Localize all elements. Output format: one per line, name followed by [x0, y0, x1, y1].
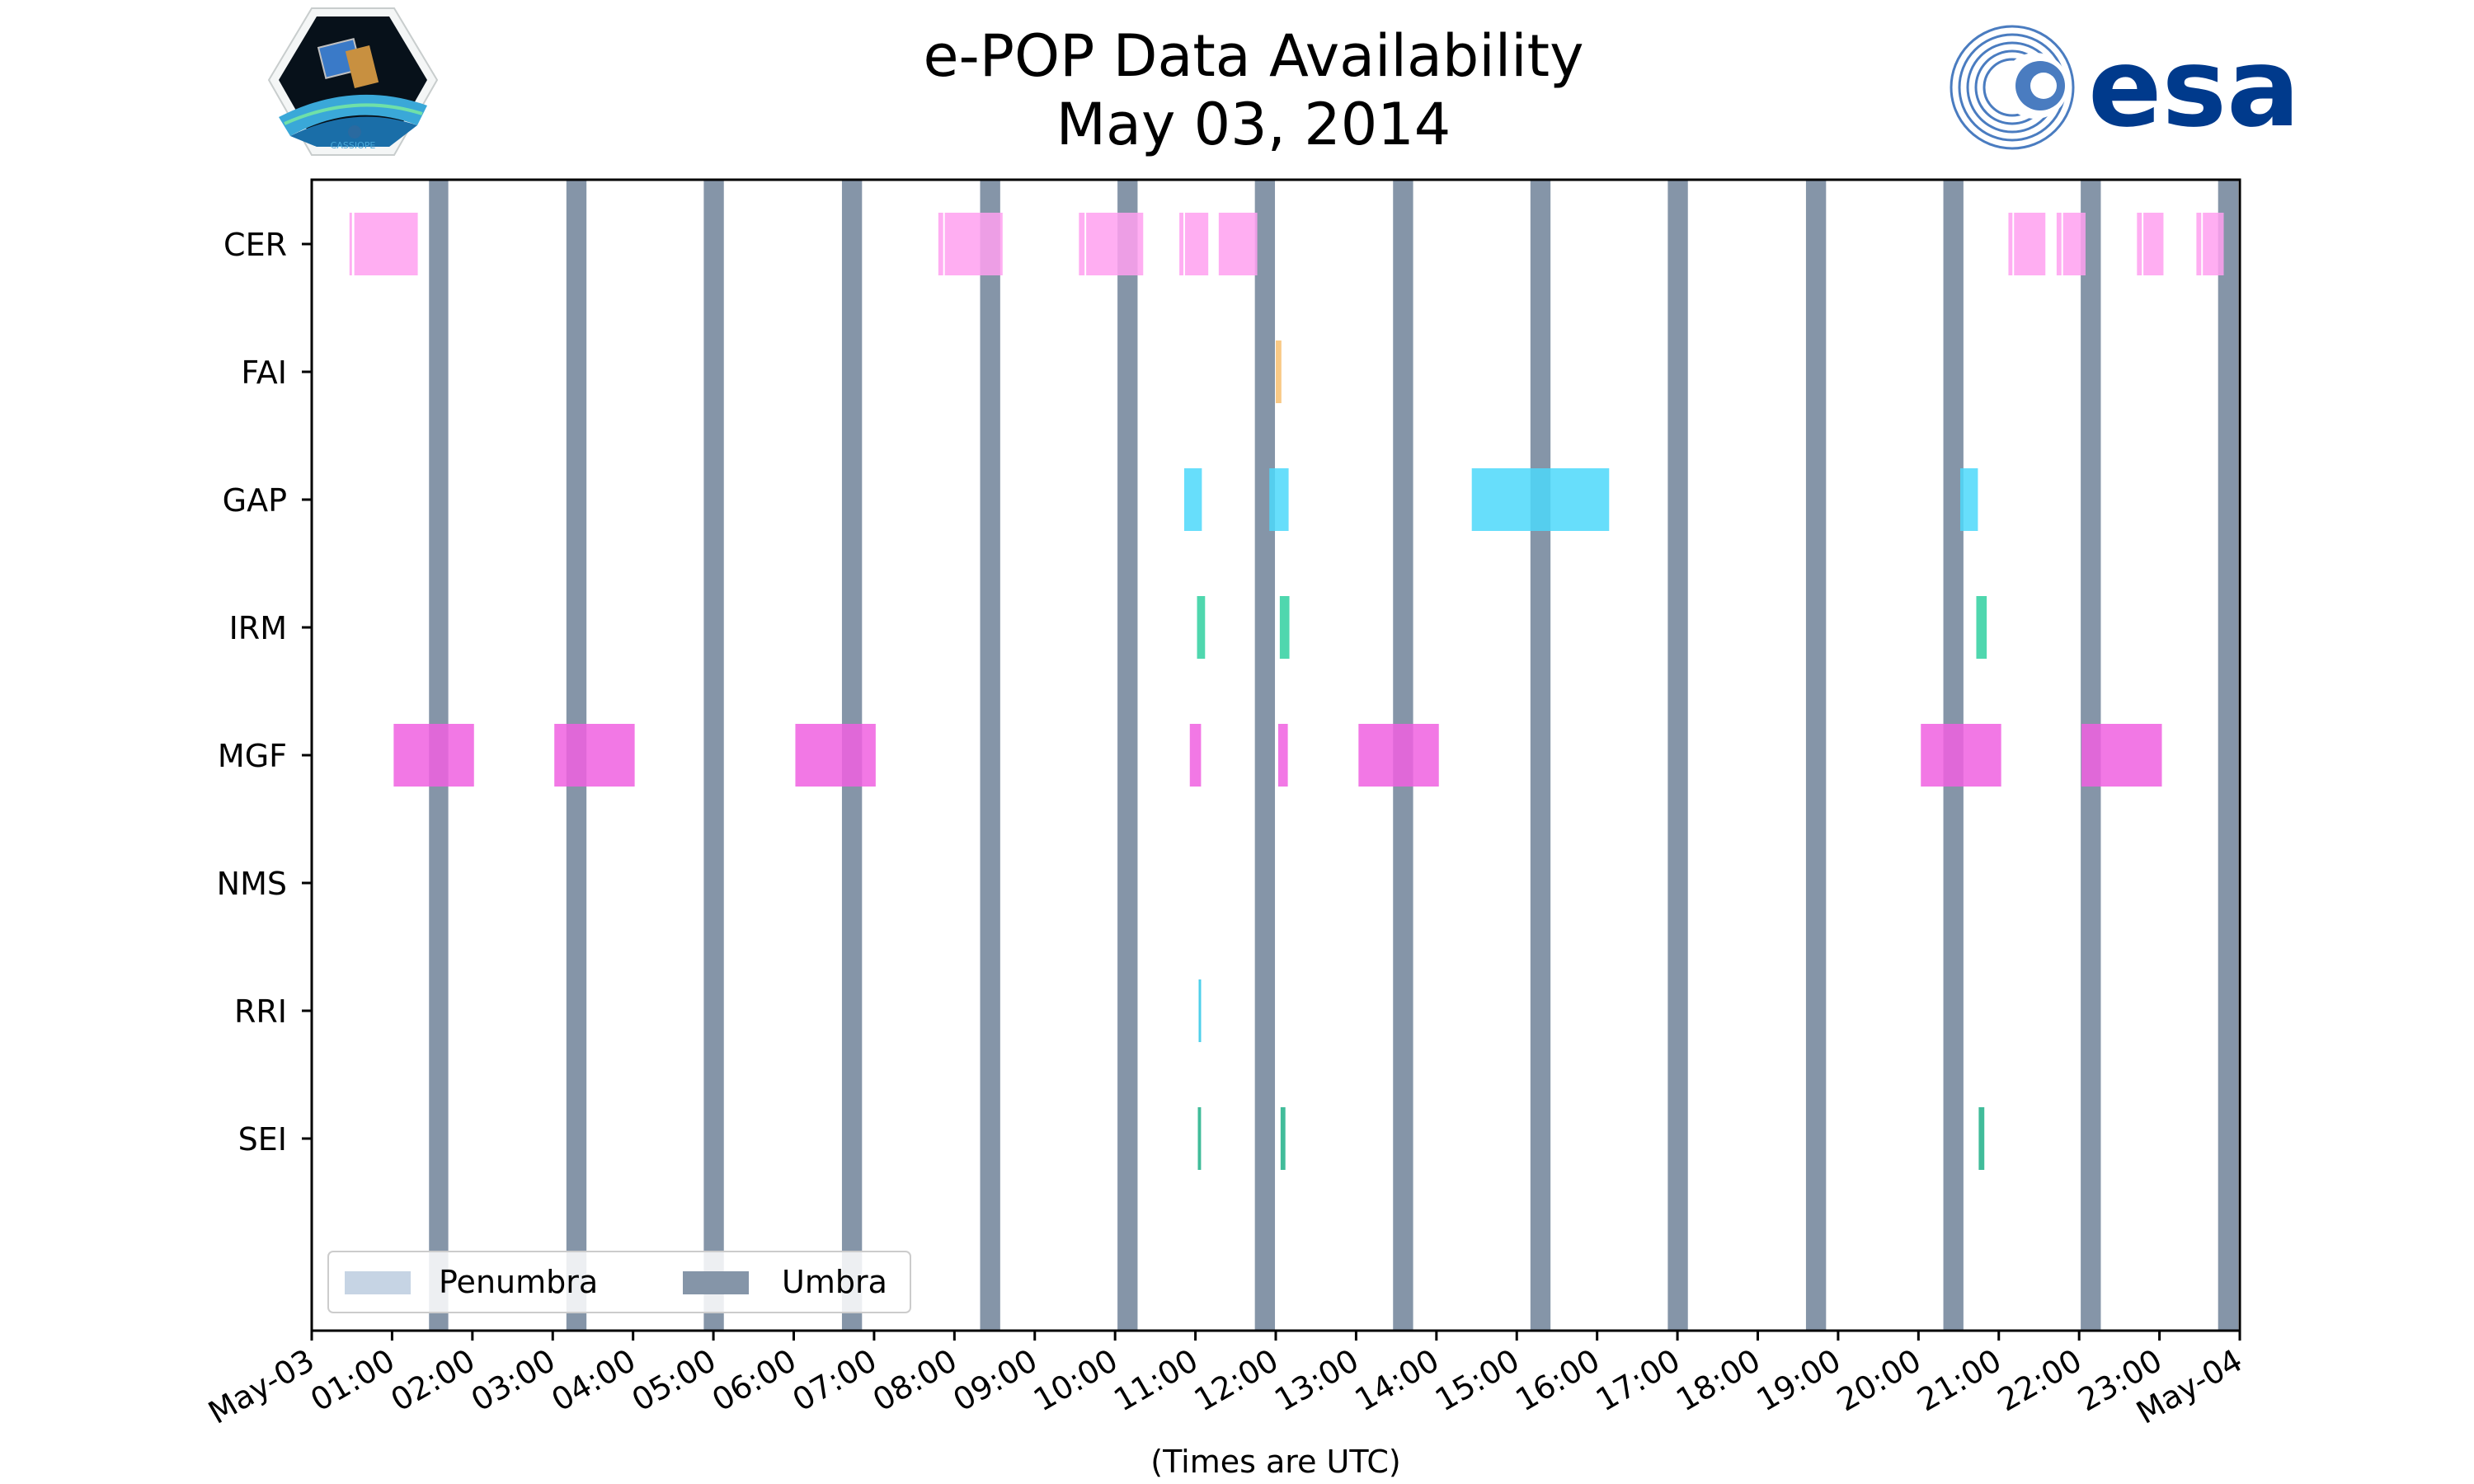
- segment-cer-5: [1086, 213, 1144, 275]
- x-tick-label-15: 15:00: [1429, 1342, 1526, 1419]
- umbra-band-5: [1117, 180, 1138, 1331]
- segment-cer-11: [2056, 213, 2062, 275]
- x-tick-label-8: 08:00: [867, 1342, 963, 1419]
- chart-title-line-2: May 03, 2014: [1056, 91, 1451, 158]
- legend-label-umbra: Umbra: [782, 1264, 887, 1300]
- x-axis-label: (Times are UTC): [1150, 1444, 1400, 1480]
- segment-cer-16: [2203, 213, 2224, 275]
- segment-sei-0: [1197, 1107, 1202, 1170]
- x-tick-label-6: 06:00: [706, 1342, 802, 1419]
- y-tick-label-sei: SEI: [238, 1121, 287, 1158]
- x-tick-label-10: 10:00: [1028, 1342, 1124, 1419]
- segment-gap-3: [1959, 468, 1978, 531]
- y-axis: CER FAI GAP IRM MGF NMS RRI SEI: [217, 227, 312, 1158]
- segment-cer-0: [349, 213, 352, 275]
- segment-gap-2: [1471, 468, 1610, 531]
- x-tick-label-22: 22:00: [1992, 1342, 2088, 1419]
- segment-rri-0: [1198, 979, 1202, 1042]
- umbra-band-13: [2218, 180, 2239, 1331]
- y-tick-label-cer: CER: [223, 227, 287, 263]
- y-tick-label-rri: RRI: [234, 993, 287, 1030]
- x-axis: May-0301:0002:0003:0004:0005:0006:0007:0…: [202, 1331, 2249, 1431]
- segment-cer-12: [2062, 213, 2086, 275]
- series-layer: [349, 213, 2224, 1170]
- segment-cer-10: [2014, 213, 2046, 275]
- x-tick-label-16: 16:00: [1509, 1342, 1606, 1419]
- segment-cer-2: [938, 213, 943, 275]
- y-tick-label-irm: IRM: [229, 610, 287, 646]
- umbra-band-10: [1805, 180, 1827, 1331]
- segment-cer-7: [1184, 213, 1209, 275]
- segment-mgf-3: [1189, 724, 1202, 787]
- x-tick-label-0: May-03: [202, 1342, 320, 1431]
- segment-cer-6: [1179, 213, 1183, 275]
- segment-cer-8: [1218, 213, 1258, 275]
- legend: Penumbra Umbra: [327, 1251, 911, 1313]
- chart-title-line-1: e-POP Data Availability: [923, 22, 1583, 90]
- segment-cer-1: [354, 213, 418, 275]
- umbra-band-4: [980, 180, 1000, 1331]
- segment-cer-13: [2137, 213, 2142, 275]
- x-tick-label-20: 20:00: [1831, 1342, 1927, 1419]
- segment-mgf-0: [393, 724, 474, 787]
- y-tick-label-mgf: MGF: [218, 738, 287, 774]
- x-tick-label-4: 04:00: [545, 1342, 642, 1419]
- x-tick-label-21: 21:00: [1911, 1342, 2007, 1419]
- cassiope-logo: CASSIOPE: [267, 7, 439, 156]
- x-tick-label-18: 18:00: [1670, 1342, 1766, 1419]
- y-tick-label-gap: GAP: [223, 482, 287, 519]
- umbra-band-8: [1530, 180, 1551, 1331]
- umbra-band-2: [703, 180, 724, 1331]
- umbra-layer: [429, 180, 2239, 1331]
- segment-cer-4: [1079, 213, 1085, 275]
- x-tick-label-19: 19:00: [1751, 1342, 1847, 1419]
- segment-irm-1: [1279, 596, 1290, 659]
- segment-mgf-6: [1921, 724, 2001, 787]
- umbra-band-9: [1667, 180, 1688, 1331]
- segment-mgf-2: [795, 724, 876, 787]
- esa-logo-text: esa: [2088, 25, 2300, 152]
- segment-mgf-1: [554, 724, 635, 787]
- x-tick-label-13: 13:00: [1268, 1342, 1365, 1419]
- x-tick-label-11: 11:00: [1108, 1342, 1204, 1419]
- segment-gap-1: [1269, 468, 1289, 531]
- x-tick-label-17: 17:00: [1590, 1342, 1686, 1419]
- x-tick-label-5: 05:00: [626, 1342, 722, 1419]
- esa-logo: esa: [1950, 25, 2300, 152]
- y-tick-label-fai: FAI: [241, 355, 287, 391]
- x-tick-label-1: 01:00: [304, 1342, 401, 1419]
- legend-box: [327, 1251, 911, 1313]
- x-tick-label-14: 14:00: [1348, 1342, 1445, 1419]
- segment-gap-0: [1183, 468, 1202, 531]
- umbra-band-6: [1254, 180, 1276, 1331]
- legend-swatch-penumbra: [345, 1271, 411, 1294]
- legend-label-penumbra: Penumbra: [439, 1264, 598, 1300]
- segment-fai-0: [1276, 340, 1282, 403]
- y-tick-label-nms: NMS: [217, 866, 287, 902]
- segment-cer-3: [944, 213, 1003, 275]
- segment-irm-0: [1197, 596, 1206, 659]
- segment-irm-2: [1976, 596, 1987, 659]
- x-tick-label-3: 03:00: [465, 1342, 562, 1419]
- segment-cer-15: [2196, 213, 2202, 275]
- segment-sei-1: [1280, 1107, 1286, 1170]
- segment-cer-14: [2143, 213, 2164, 275]
- legend-swatch-umbra: [683, 1271, 749, 1294]
- segment-cer-9: [2008, 213, 2013, 275]
- x-tick-label-2: 02:00: [384, 1342, 481, 1419]
- x-tick-label-9: 09:00: [947, 1342, 1043, 1419]
- segment-mgf-4: [1277, 724, 1288, 787]
- x-tick-label-7: 07:00: [787, 1342, 883, 1419]
- segment-mgf-5: [1358, 724, 1439, 787]
- segment-mgf-7: [2081, 724, 2162, 787]
- segment-sei-2: [1978, 1107, 1985, 1170]
- cassiope-logo-text: CASSIOPE: [331, 140, 376, 151]
- x-tick-label-12: 12:00: [1188, 1342, 1285, 1419]
